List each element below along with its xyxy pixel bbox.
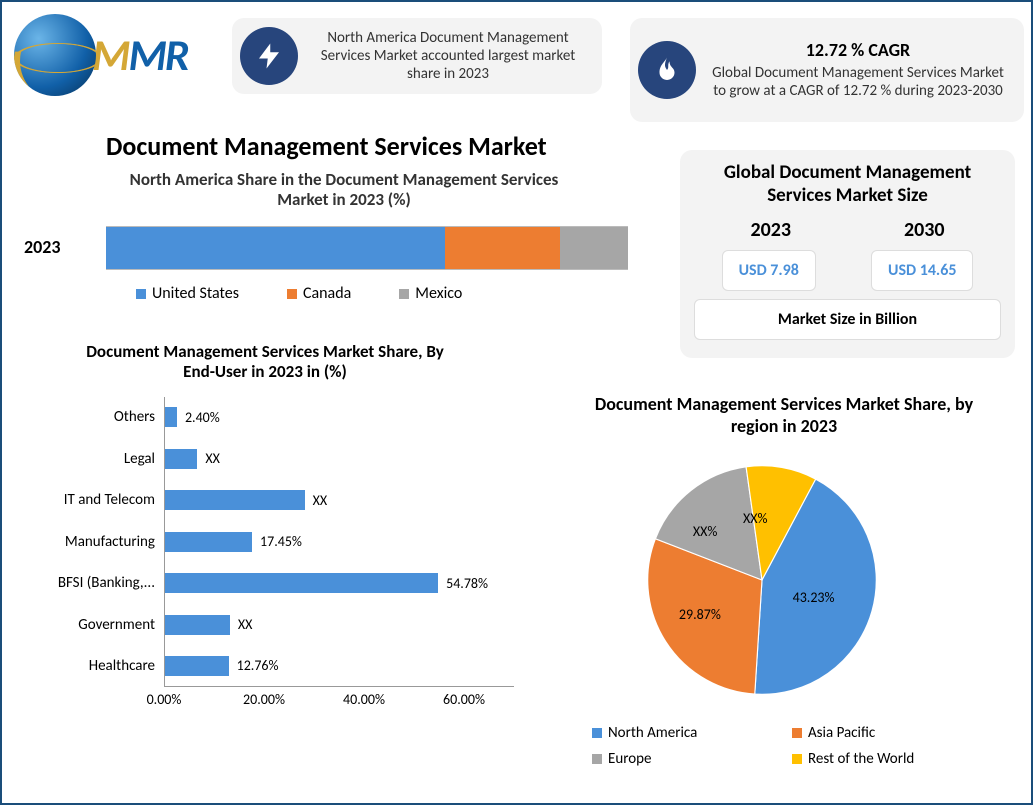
bolt-icon: [240, 27, 298, 85]
legend-swatch: [592, 754, 602, 764]
hbar-value-label: 54.78%: [446, 575, 488, 592]
legend-item: Rest of the World: [792, 750, 972, 768]
hbar-row: Manufacturing17.45%: [165, 532, 514, 552]
na-share-legend: United States Canada Mexico: [136, 284, 628, 303]
mmr-logo: MMR: [14, 10, 214, 100]
enduser-bar-title: Document Management Services Market Shar…: [70, 342, 460, 383]
hbar-row: GovernmentXX: [165, 615, 514, 635]
hbar-category-label: IT and Telecom: [64, 491, 155, 509]
hbar-row: LegalXX: [165, 449, 514, 469]
highlight-card-text: North America Document Management Servic…: [308, 29, 588, 83]
stacked-segment: [445, 227, 560, 269]
legend-swatch: [287, 289, 297, 299]
legend-item: North America: [592, 724, 772, 742]
hbar-bar: [165, 532, 252, 552]
pie-slice-label: XX%: [743, 510, 768, 527]
region-pie-svg: [642, 460, 882, 700]
region-pie-title: Document Management Services Market Shar…: [584, 394, 984, 437]
hbar-row: Healthcare12.76%: [165, 656, 514, 676]
highlight-card-cagr: 12.72 % CAGR Global Document Management …: [630, 18, 1024, 122]
hbar-bar: [165, 449, 197, 469]
cagr-text: Global Document Management Services Mark…: [706, 64, 1010, 100]
legend-label: Asia Pacific: [808, 724, 875, 742]
size-value-1: USD 14.65: [871, 250, 973, 291]
hbar-category-label: Legal: [124, 450, 155, 468]
stacked-bar-title: North America Share in the Document Mana…: [114, 170, 574, 211]
market-size-panel: Global Document Management Services Mark…: [680, 150, 1015, 358]
hbar-bar: [165, 573, 438, 593]
region-pie-legend: North America Asia Pacific Europe Rest of t…: [592, 724, 1022, 776]
enduser-bar-chart: Others2.40%LegalXXIT and TelecomXXManufa…: [24, 397, 524, 727]
hbar-value-label: XX: [313, 492, 328, 509]
stacked-segment: [106, 227, 445, 269]
legend-item: Asia Pacific: [792, 724, 972, 742]
legend-label: United States: [152, 284, 239, 303]
hbar-category-label: Government: [78, 616, 155, 634]
page-title: Document Management Services Market: [106, 130, 547, 162]
legend-item: Canada: [287, 284, 351, 303]
hbar-category-label: Manufacturing: [65, 533, 155, 551]
region-pie-chart: 43.23% 29.87% XX% XX%: [622, 460, 882, 720]
hbar-row: IT and TelecomXX: [165, 490, 514, 510]
hbar-bar: [165, 615, 230, 635]
market-size-title: Global Document Management Services Mark…: [694, 162, 1001, 208]
flame-icon: [638, 41, 696, 99]
hbar-bar: [165, 656, 229, 676]
legend-label: Canada: [303, 284, 351, 303]
legend-label: Rest of the World: [808, 750, 914, 768]
size-value-0: USD 7.98: [722, 250, 816, 291]
hbar-value-label: 12.76%: [237, 657, 279, 674]
globe-icon: [14, 14, 96, 96]
hbar-bar: [165, 407, 177, 427]
hbar-value-label: 2.40%: [185, 409, 220, 426]
legend-label: North America: [608, 724, 697, 742]
legend-swatch: [136, 289, 146, 299]
market-size-values: USD 7.98 USD 14.65: [694, 250, 1001, 291]
legend-item: Europe: [592, 750, 772, 768]
cagr-title: 12.72 % CAGR: [706, 40, 1010, 62]
hbar-category-label: Others: [114, 408, 155, 426]
logo-text: MMR: [92, 28, 188, 82]
hbar-xtick: 20.00%: [243, 691, 285, 708]
hbar-category-label: BFSI (Banking,...: [58, 574, 155, 592]
pie-slice-label: 29.87%: [679, 606, 721, 623]
pie-slice-label: 43.23%: [793, 589, 835, 606]
logo-letters: MR: [128, 28, 187, 82]
legend-swatch: [792, 754, 802, 764]
legend-item: United States: [136, 284, 239, 303]
hbar-xtick: 0.00%: [147, 691, 182, 708]
hbar-row: Others2.40%: [165, 407, 514, 427]
hbar-row: BFSI (Banking,...54.78%: [165, 573, 514, 593]
hbar-category-label: Healthcare: [89, 657, 155, 675]
legend-swatch: [399, 289, 409, 299]
hbar-bar: [165, 490, 305, 510]
stacked-segment: [560, 227, 628, 269]
pie-slice-label: XX%: [693, 523, 718, 540]
na-share-stacked-bar: [106, 226, 628, 270]
hbar-xtick: 60.00%: [443, 691, 485, 708]
market-size-unit: Market Size in Billion: [694, 299, 1001, 340]
hbar-value-label: XX: [205, 450, 220, 467]
legend-swatch: [792, 728, 802, 738]
highlight-card-body: 12.72 % CAGR Global Document Management …: [706, 40, 1010, 100]
hbar-value-label: 17.45%: [260, 533, 302, 550]
highlight-card-na-share: North America Document Management Servic…: [232, 18, 602, 94]
legend-label: Europe: [608, 750, 651, 768]
stacked-bar-year: 2023: [24, 236, 61, 258]
size-year-0: 2023: [750, 218, 791, 242]
market-size-years: 2023 2030: [694, 218, 1001, 242]
hbar-value-label: XX: [238, 616, 253, 633]
logo-letter: M: [92, 28, 128, 82]
legend-item: Mexico: [399, 284, 462, 303]
legend-swatch: [592, 728, 602, 738]
hbar-xtick: 40.00%: [343, 691, 385, 708]
enduser-bar-plot: Others2.40% LegalXX IT and TelecomXX Manufa…: [164, 397, 514, 687]
legend-label: Mexico: [415, 284, 462, 303]
size-year-1: 2030: [904, 218, 945, 242]
